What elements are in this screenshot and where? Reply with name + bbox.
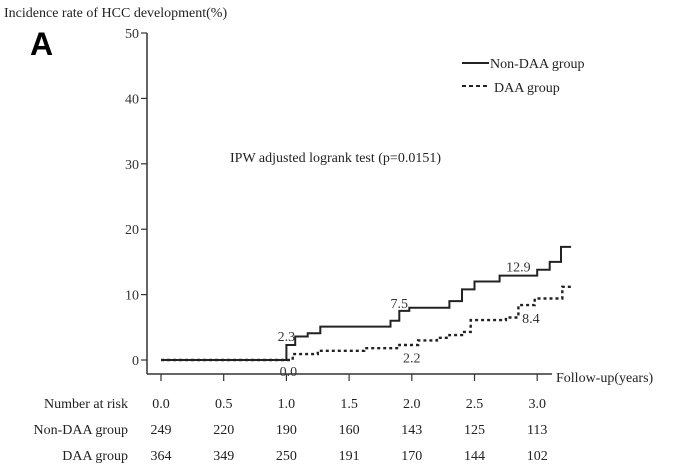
risk-time-label: 2.5	[466, 397, 484, 412]
risk-cell: 144	[464, 449, 485, 464]
risk-cell: 190	[276, 423, 297, 438]
risk-table: Number at risk Non-DAA group DAA group 0…	[34, 397, 548, 464]
y-tick-label: 10	[125, 289, 139, 304]
data-label: 8.4	[522, 312, 540, 327]
risk-cell: 160	[339, 423, 360, 438]
data-label: 2.3	[278, 330, 296, 345]
risk-cell: 220	[213, 423, 234, 438]
axes: 0 10 20 30 40 50	[125, 27, 552, 381]
y-axis-title: Incidence rate of HCC development(%)	[4, 6, 227, 21]
risk-time-label: 0.0	[152, 397, 170, 412]
data-label: 12.9	[506, 261, 531, 276]
risk-cell: 113	[527, 423, 547, 438]
series-line-non-daa	[161, 245, 572, 361]
risk-cell: 364	[151, 449, 172, 464]
y-tick-label: 30	[125, 158, 139, 173]
y-tick-label: 20	[125, 223, 139, 238]
legend: Non-DAA group DAA group	[462, 57, 585, 96]
legend-label-non-daa: Non-DAA group	[490, 57, 585, 72]
risk-time-label: 3.0	[528, 397, 546, 412]
y-tick-label: 40	[125, 92, 139, 107]
risk-cell: 250	[276, 449, 297, 464]
legend-label-daa: DAA group	[494, 81, 560, 96]
risk-table-title: Number at risk	[44, 397, 128, 412]
data-label: 0.0	[280, 365, 298, 380]
risk-cell: 191	[339, 449, 360, 464]
risk-cell: 102	[527, 449, 548, 464]
risk-time-label: 1.5	[340, 397, 358, 412]
risk-row-label-non-daa: Non-DAA group	[34, 423, 129, 438]
risk-cell: 125	[464, 423, 485, 438]
risk-cell: 143	[401, 423, 422, 438]
risk-time-label: 2.0	[403, 397, 421, 412]
x-axis-title: Follow-up(years)	[556, 371, 654, 386]
data-label: 2.2	[403, 352, 421, 367]
series-line-daa	[161, 285, 572, 362]
data-label: 7.5	[391, 297, 409, 312]
risk-cell: 249	[151, 423, 172, 438]
y-tick-label: 0	[132, 354, 139, 369]
risk-row-label-daa: DAA group	[62, 449, 128, 464]
risk-cell: 349	[213, 449, 234, 464]
risk-time-label: 0.5	[215, 397, 233, 412]
risk-cell: 170	[401, 449, 422, 464]
panel-label: A	[30, 26, 53, 62]
risk-time-label: 1.0	[278, 397, 296, 412]
y-tick-label: 50	[125, 27, 139, 42]
annotation-logrank: IPW adjusted logrank test (p=0.0151)	[230, 151, 441, 166]
